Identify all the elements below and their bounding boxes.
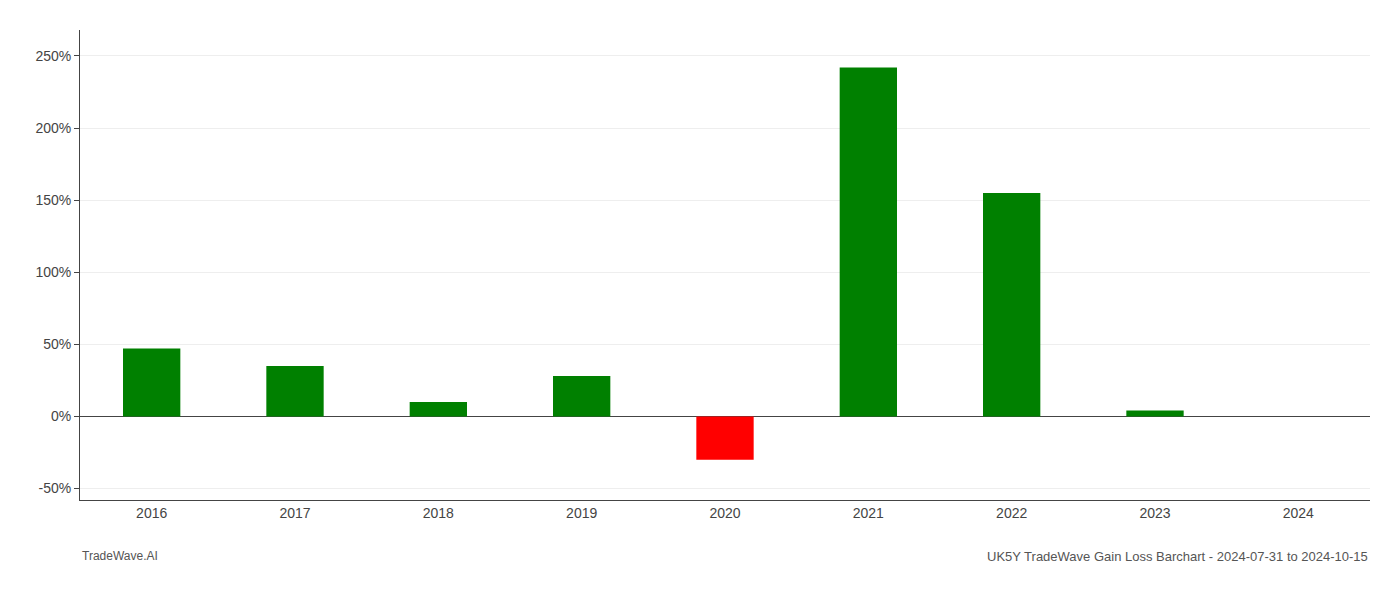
svg-text:2019: 2019 bbox=[566, 505, 597, 521]
svg-text:2024: 2024 bbox=[1283, 505, 1314, 521]
svg-text:TradeWave.AI: TradeWave.AI bbox=[82, 549, 158, 563]
svg-text:2017: 2017 bbox=[279, 505, 310, 521]
svg-text:250%: 250% bbox=[35, 48, 71, 64]
svg-text:2018: 2018 bbox=[423, 505, 454, 521]
svg-text:2020: 2020 bbox=[709, 505, 740, 521]
svg-text:200%: 200% bbox=[35, 120, 71, 136]
svg-text:100%: 100% bbox=[35, 264, 71, 280]
svg-text:0%: 0% bbox=[51, 408, 71, 424]
svg-text:50%: 50% bbox=[43, 336, 71, 352]
svg-text:UK5Y TradeWave Gain Loss Barch: UK5Y TradeWave Gain Loss Barchart - 2024… bbox=[987, 549, 1368, 564]
svg-text:2016: 2016 bbox=[136, 505, 167, 521]
svg-text:-50%: -50% bbox=[39, 480, 72, 496]
svg-text:2022: 2022 bbox=[996, 505, 1027, 521]
svg-text:150%: 150% bbox=[35, 192, 71, 208]
svg-text:2023: 2023 bbox=[1139, 505, 1170, 521]
svg-text:2021: 2021 bbox=[853, 505, 884, 521]
